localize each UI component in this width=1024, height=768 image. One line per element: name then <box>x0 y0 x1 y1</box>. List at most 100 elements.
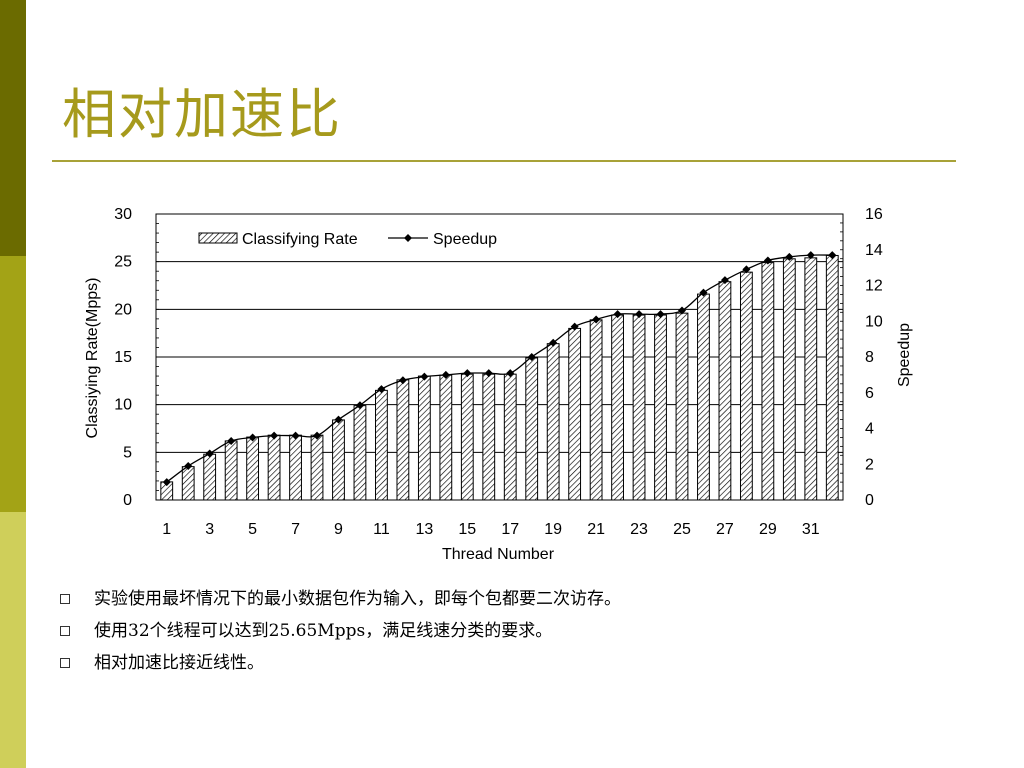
legend-label-speedup: Speedup <box>433 231 497 248</box>
y-tick-label: 25 <box>114 254 132 271</box>
bar-classifying-rate <box>482 373 496 501</box>
x-tick-label: 19 <box>544 521 562 538</box>
y-tick-label: 20 <box>114 301 132 318</box>
speedup-point <box>699 288 708 297</box>
speedup-point <box>377 385 386 394</box>
speedup-point <box>613 310 622 319</box>
speedup-point <box>420 372 429 381</box>
bullet-item: 实验使用最坏情况下的最小数据包作为输入，即每个包都要二次访存。 <box>60 586 621 618</box>
y2-axis-label: Speedup <box>896 323 913 387</box>
square-bullet-icon <box>60 658 70 668</box>
speedup-point <box>742 265 751 274</box>
bar-classifying-rate <box>718 281 732 501</box>
speedup-point <box>184 462 193 471</box>
legend-swatch-classifying-rate <box>198 232 238 244</box>
speedup-point <box>227 437 236 446</box>
speedup-point <box>398 376 407 385</box>
speedup-point <box>162 478 171 487</box>
y-tick-label: 30 <box>114 206 132 223</box>
x-tick-label: 29 <box>759 521 777 538</box>
speedup-point <box>720 276 729 285</box>
bar-classifying-rate <box>632 314 646 501</box>
bullet-text: 使用32个线程可以达到25.65Mpps，满足线速分类的要求。 <box>94 621 553 641</box>
y2-tick-label: 4 <box>865 421 874 438</box>
bullet-list: 实验使用最坏情况下的最小数据包作为输入，即每个包都要二次访存。 使用32个线程可… <box>60 586 621 682</box>
legend-marker-speedup <box>404 234 412 242</box>
x-tick-label: 3 <box>205 521 214 538</box>
y2-tick-label: 6 <box>865 385 874 402</box>
y-axis-label: Classiying Rate(Mpps) <box>84 278 101 439</box>
title-rule <box>52 160 956 162</box>
speedup-point <box>635 310 644 319</box>
speedup-point <box>484 369 493 378</box>
bar-classifying-rate <box>396 379 410 501</box>
y2-tick-label: 8 <box>865 349 874 366</box>
y-tick-label: 0 <box>123 492 132 509</box>
x-tick-label: 21 <box>587 521 605 538</box>
speedup-point <box>592 315 601 324</box>
bar-classifying-rate <box>181 466 195 501</box>
x-tick-label: 17 <box>501 521 519 538</box>
y-tick-label: 10 <box>114 397 132 414</box>
bar-classifying-rate <box>654 314 667 501</box>
speedup-point <box>313 431 322 440</box>
bar-classifying-rate <box>675 312 689 501</box>
speedup-point <box>291 431 300 440</box>
speedup-point <box>656 310 665 319</box>
y2-tick-label: 16 <box>865 206 883 223</box>
side-band-mid <box>0 256 26 512</box>
speedup-point <box>677 306 686 315</box>
bar-classifying-rate <box>782 258 796 501</box>
bar-classifying-rate <box>503 373 517 501</box>
speedup-point <box>334 415 343 424</box>
y2-tick-label: 10 <box>865 313 883 330</box>
y-tick-label: 5 <box>123 444 132 461</box>
square-bullet-icon <box>60 594 70 604</box>
bar-classifying-rate <box>739 271 753 501</box>
bar-classifying-rate <box>267 434 281 501</box>
bullet-text: 实验使用最坏情况下的最小数据包作为输入，即每个包都要二次访存。 <box>94 589 621 609</box>
x-tick-label: 5 <box>248 521 257 538</box>
bar-classifying-rate <box>246 436 260 501</box>
x-tick-label: 25 <box>673 521 691 538</box>
bar-classifying-rate <box>203 453 217 501</box>
y2-tick-label: 12 <box>865 278 883 295</box>
speedup-point <box>806 251 815 260</box>
bar-classifying-rate <box>546 343 560 501</box>
bar-classifying-rate <box>697 293 710 501</box>
x-tick-label: 23 <box>630 521 648 538</box>
bar-classifying-rate <box>460 373 474 501</box>
bar-classifying-rate <box>353 405 367 501</box>
slide-title: 相对加速比 <box>62 83 342 146</box>
speedup-point <box>549 338 558 347</box>
bar-classifying-rate <box>375 389 388 501</box>
chart-legend: Classifying Rate Speedup <box>198 231 497 248</box>
speedup-point <box>270 431 279 440</box>
bar-classifying-rate <box>825 254 839 501</box>
bar-classifying-rate <box>310 434 324 501</box>
speedup-point <box>355 401 364 410</box>
speedup-point <box>828 251 837 260</box>
speedup-point <box>506 369 515 378</box>
y2-tick-label: 14 <box>865 242 883 259</box>
square-bullet-icon <box>60 626 70 636</box>
speedup-point <box>248 433 257 442</box>
speedup-point <box>785 252 794 261</box>
x-tick-label: 31 <box>802 521 820 538</box>
bar-classifying-rate <box>568 327 582 501</box>
speedup-point <box>463 369 472 378</box>
bar-classifying-rate <box>761 262 775 501</box>
bullet-item: 使用32个线程可以达到25.65Mpps，满足线速分类的要求。 <box>60 618 621 650</box>
bar-classifying-rate <box>439 374 453 501</box>
bullet-item: 相对加速比接近线性。 <box>60 650 621 682</box>
x-axis-label: Thread Number <box>442 546 555 563</box>
legend-label-classifying-rate: Classifying Rate <box>242 231 358 248</box>
speedup-point <box>570 322 579 331</box>
x-tick-label: 27 <box>716 521 734 538</box>
bar-classifying-rate <box>525 357 539 501</box>
bar-classifying-rate <box>289 434 302 501</box>
bar-classifying-rate <box>589 319 603 501</box>
bar-classifying-rate <box>611 314 624 501</box>
y2-tick-label: 0 <box>865 492 874 509</box>
